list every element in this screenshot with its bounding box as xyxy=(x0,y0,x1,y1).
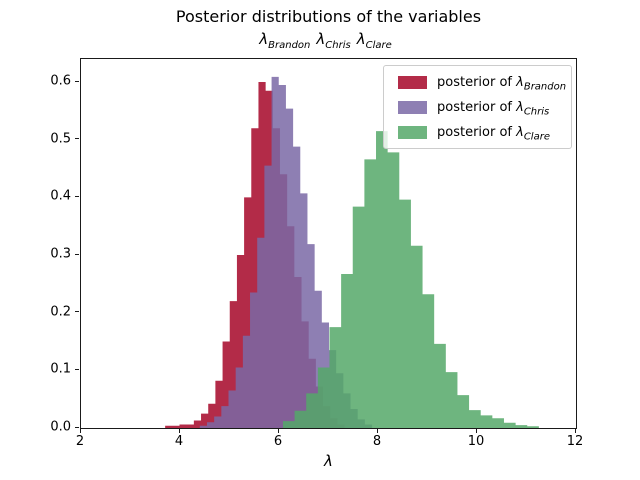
x-tick-label: 2 xyxy=(75,434,85,449)
legend-label: posterior of λBrandon xyxy=(437,75,567,93)
legend-item-brandon: posterior of λBrandon xyxy=(398,70,567,95)
y-tick-label: 0.2 xyxy=(50,304,71,320)
legend-swatch-icon xyxy=(398,101,427,114)
legend-swatch-icon xyxy=(398,126,427,139)
lambda-variable: λChris xyxy=(316,30,351,51)
y-tick-mark xyxy=(75,426,79,428)
legend-swatch-icon xyxy=(398,76,427,89)
legend-item-chris: posterior of λChris xyxy=(398,95,567,120)
legend-item-clare: posterior of λClare xyxy=(398,120,567,145)
legend-label: posterior of λClare xyxy=(437,125,550,143)
lambda-variable: λClare xyxy=(356,30,392,51)
y-tick-label: 0.4 xyxy=(50,188,71,204)
y-tick-mark xyxy=(75,253,79,255)
lambda-variable: λBrandon xyxy=(259,30,311,51)
chart-subtitle: λBrandon λChris λClare xyxy=(80,30,577,51)
x-tick-label: 6 xyxy=(273,434,283,449)
y-tick-mark xyxy=(75,138,79,140)
histogram-series-1 xyxy=(199,76,373,428)
lambda-variable: λBrandon xyxy=(516,75,567,93)
x-tick-mark xyxy=(475,429,477,433)
y-tick-mark xyxy=(75,195,79,197)
x-axis-label: λ xyxy=(324,452,333,470)
histogram-canvas xyxy=(165,76,539,428)
x-tick-mark xyxy=(376,429,378,433)
y-tick-label: 0.6 xyxy=(50,73,71,89)
x-tick-label: 4 xyxy=(174,434,184,449)
y-tick-mark xyxy=(75,368,79,370)
legend: posterior of λBrandon posterior of λChris… xyxy=(383,65,572,149)
x-tick-label: 10 xyxy=(467,434,485,449)
lambda-variable: λClare xyxy=(516,125,550,143)
x-tick-mark xyxy=(178,429,180,433)
x-tick-label: 12 xyxy=(566,434,584,449)
y-tick-label: 0.3 xyxy=(50,246,71,262)
y-tick-label: 0.0 xyxy=(50,419,71,435)
y-tick-label: 0.1 xyxy=(50,361,71,377)
y-tick-mark xyxy=(75,80,79,82)
chart-title: Posterior distributions of the variables xyxy=(175,7,482,26)
legend-label: posterior of λChris xyxy=(437,100,550,118)
x-tick-mark xyxy=(574,429,576,433)
x-tick-label: 8 xyxy=(372,434,382,449)
y-tick-mark xyxy=(75,311,79,313)
x-tick-mark xyxy=(277,429,279,433)
y-tick-label: 0.5 xyxy=(50,131,71,147)
lambda-variable: λChris xyxy=(516,100,550,118)
x-tick-mark xyxy=(79,429,81,433)
histogram-series-2 xyxy=(282,131,539,428)
